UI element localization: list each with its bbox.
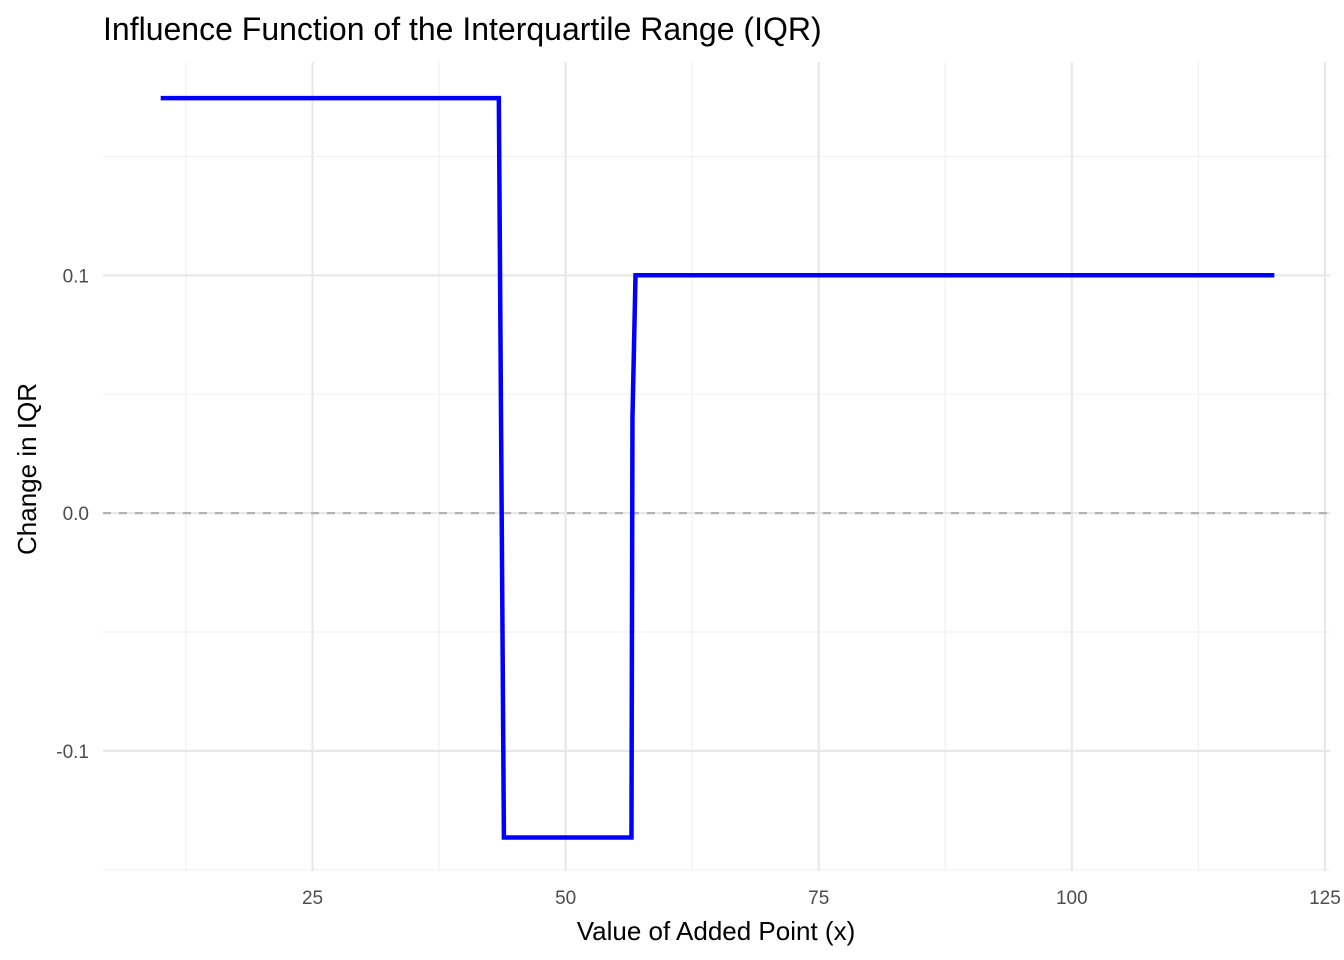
minor-gridlines (103, 62, 1330, 871)
y-tick-label-2: 0.1 (63, 266, 89, 287)
x-tick-label-0: 25 (302, 888, 323, 909)
series-group (160, 95, 1275, 840)
major-gridlines (103, 62, 1330, 871)
y-tick-labels: -0.1 0.0 0.1 (56, 266, 89, 763)
x-tick-label-4: 125 (1309, 888, 1341, 909)
x-tick-label-1: 50 (555, 888, 576, 909)
x-tick-label-2: 75 (808, 888, 829, 909)
chart-title: Influence Function of the Interquartile … (103, 11, 822, 47)
x-tick-labels: 25 50 75 100 125 (302, 888, 1341, 909)
x-axis-title: Value of Added Point (x) (577, 916, 855, 946)
y-tick-label-0: -0.1 (56, 742, 89, 763)
y-tick-label-1: 0.0 (63, 504, 89, 525)
series-line-0 (160, 95, 1275, 840)
x-tick-label-3: 100 (1056, 888, 1088, 909)
y-axis-title: Change in IQR (12, 383, 42, 555)
